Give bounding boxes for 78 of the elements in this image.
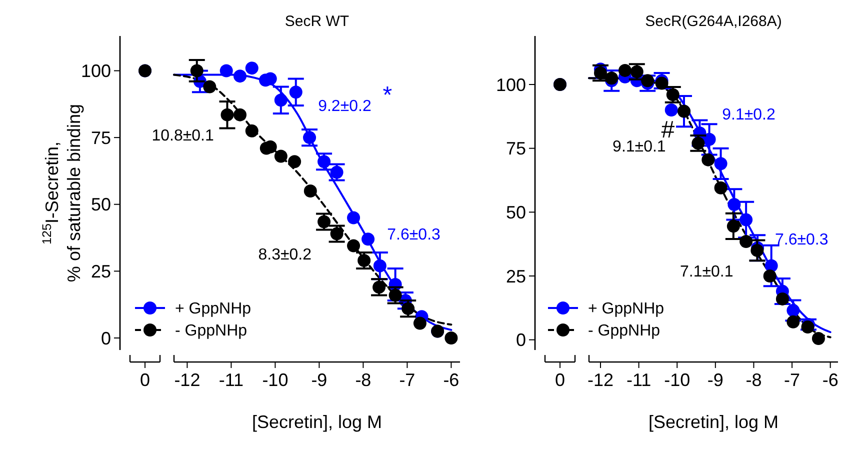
point [347,239,360,252]
annotation: 9.1±0.2 [722,106,776,124]
point [413,316,426,330]
point [786,304,800,317]
chart-title: SecR WT [284,13,350,30]
point [288,155,302,168]
legend-label: - GppNHp [175,322,248,340]
annotation: 7.1±0.1 [680,263,734,280]
annotation: 8.3±0.2 [258,246,312,264]
point [372,280,386,294]
point [726,220,740,233]
y-tick-label: 0 [516,330,526,350]
point [203,80,216,94]
point [740,235,753,248]
point [714,181,728,194]
annotation: 9.2±0.2 [318,98,372,116]
point [728,198,741,211]
point [347,211,360,224]
y-tick-label: 75 [90,128,111,148]
x-tick-label: -11 [218,370,244,390]
x-tick-label: -7 [784,370,800,390]
point [740,213,753,226]
x-tick-label: -8 [355,370,372,390]
point [220,108,234,122]
y-tick-label: 100 [496,74,526,95]
point [373,259,386,272]
point [190,64,204,78]
point [220,64,233,78]
x-tick-label: -6 [822,370,838,390]
point [763,269,776,282]
point [702,132,716,146]
point [605,72,618,85]
x-tick-label: -10 [262,370,288,390]
x-tick-label: -7 [399,370,416,390]
point [289,86,302,99]
y-tick-label: 0 [100,328,111,348]
y-tick-label: 100 [80,61,111,82]
x-tick-label: -9 [311,370,328,390]
point [234,108,246,122]
point [304,184,317,198]
y-tick-label: 25 [90,261,111,282]
point [702,153,715,166]
point [274,150,288,163]
legend-label: - GppNHp [588,322,660,340]
point [664,104,678,117]
point [444,331,458,344]
chart-title: SecR(G264A,I268A) [645,13,782,30]
x-axis-title: [Secretin], log M [648,412,779,432]
y-tick-label: 25 [506,266,526,286]
annotation: 10.8±0.1 [152,127,214,144]
point [812,332,825,346]
x-axis-title: [Secretin], log M [252,412,382,432]
point [234,70,246,83]
x-tick-label: -12 [587,370,614,390]
x-tick-label: 0 [554,370,566,390]
point [274,94,288,107]
legend-label: + GppNHp [175,300,252,318]
annotation: 7.6±0.3 [774,232,828,249]
annotation: * [382,82,392,110]
annotation: 7.6±0.3 [387,226,441,244]
x-tick-label: -6 [443,370,460,390]
y-tick-label: 50 [90,194,111,215]
x-tick-label: 0 [140,370,150,390]
point [776,292,789,306]
point [714,157,728,170]
x-tick-label: -10 [664,370,690,390]
point [245,62,258,75]
legend-label: + GppNHp [588,300,664,318]
x-tick-label: -11 [626,370,652,390]
x-tick-label: -12 [174,370,200,390]
y-tick-label: 50 [506,202,526,222]
point [618,64,632,77]
point [362,232,375,246]
point [750,244,764,257]
point [245,124,258,138]
x-tick-label: -8 [746,370,762,390]
x-tick-label: -9 [707,370,724,390]
y-tick-label: 75 [506,138,526,159]
